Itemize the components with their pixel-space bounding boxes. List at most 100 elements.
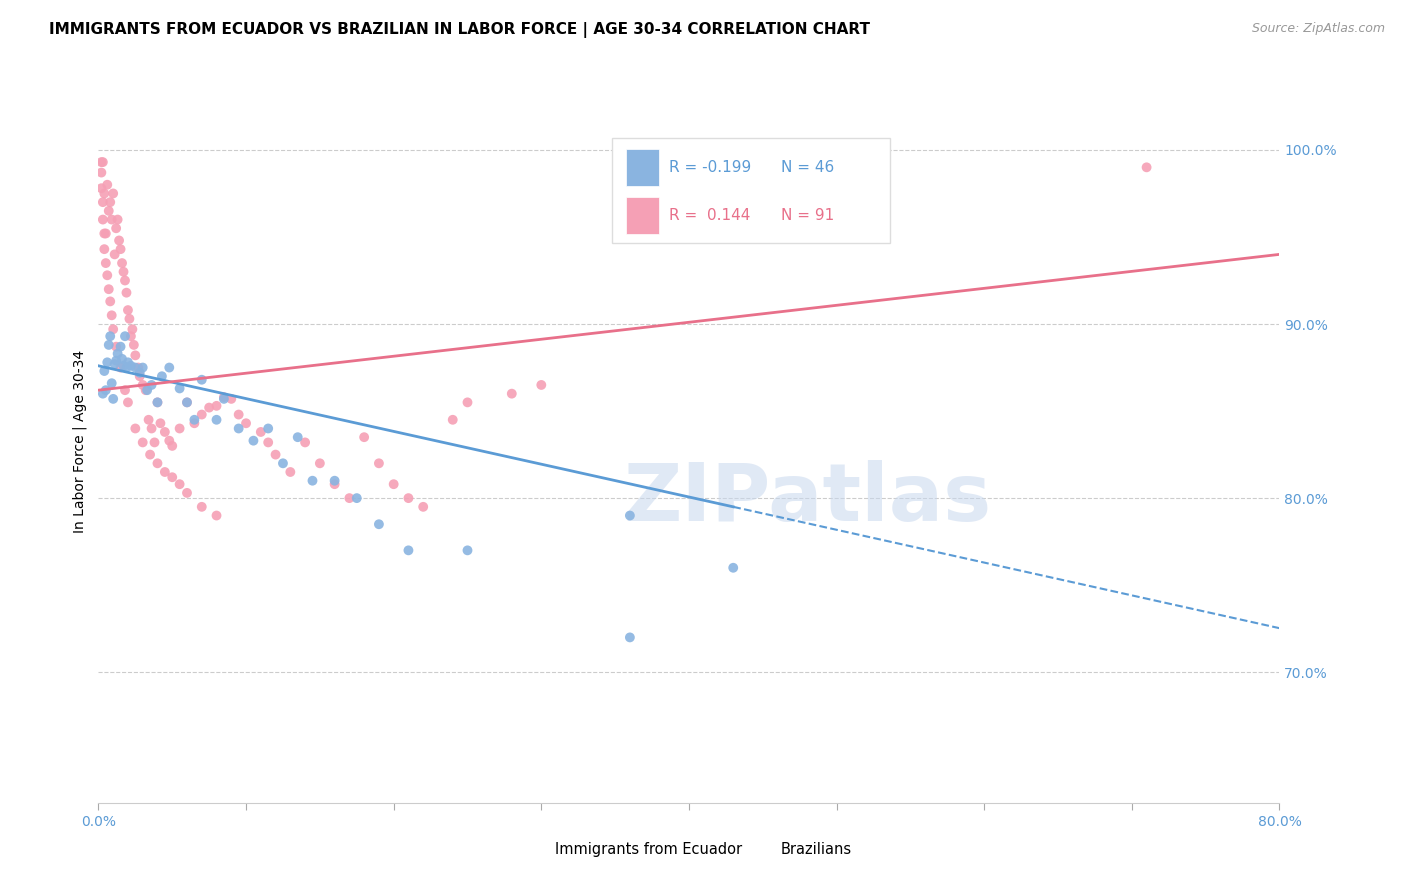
Text: R = -0.199: R = -0.199	[669, 160, 751, 175]
Point	[723, 561, 745, 575]
Point	[228, 408, 250, 422]
Point	[287, 430, 309, 444]
Text: Source: ZipAtlas.com: Source: ZipAtlas.com	[1251, 22, 1385, 36]
Point	[294, 435, 316, 450]
Point	[146, 395, 169, 409]
Text: R =  0.144: R = 0.144	[669, 208, 751, 223]
Point	[162, 439, 183, 453]
Point	[110, 340, 132, 354]
Point	[280, 465, 302, 479]
Point	[124, 360, 146, 375]
Point	[117, 303, 139, 318]
Point	[191, 500, 214, 514]
Point	[139, 448, 162, 462]
Point	[141, 378, 163, 392]
Point	[157, 434, 180, 448]
Text: N = 46: N = 46	[782, 160, 834, 175]
Text: Immigrants from Ecuador: Immigrants from Ecuador	[555, 842, 742, 857]
Point	[242, 434, 264, 448]
Point	[105, 353, 128, 368]
Point	[128, 366, 150, 380]
Point	[93, 186, 115, 201]
Point	[100, 308, 122, 322]
FancyBboxPatch shape	[517, 836, 548, 868]
Point	[205, 399, 228, 413]
Point	[368, 517, 391, 532]
Point	[157, 360, 180, 375]
Point	[132, 435, 155, 450]
Point	[212, 390, 235, 404]
Point	[153, 465, 176, 479]
Point	[149, 417, 172, 431]
Point	[141, 421, 163, 435]
Point	[619, 508, 641, 523]
Point	[398, 491, 420, 505]
Point	[96, 178, 118, 192]
Point	[1136, 161, 1159, 175]
Y-axis label: In Labor Force | Age 30-34: In Labor Force | Age 30-34	[73, 350, 87, 533]
Point	[120, 359, 142, 373]
Text: N = 91: N = 91	[782, 208, 834, 223]
Point	[122, 338, 145, 352]
Text: Brazilians: Brazilians	[782, 842, 852, 857]
Point	[114, 273, 136, 287]
Point	[169, 381, 191, 395]
Point	[136, 383, 159, 397]
Point	[127, 360, 149, 375]
Point	[128, 369, 150, 384]
Point	[191, 373, 214, 387]
Point	[96, 355, 118, 369]
Point	[212, 392, 235, 406]
Point	[228, 421, 250, 435]
FancyBboxPatch shape	[626, 197, 659, 235]
Point	[323, 474, 346, 488]
Point	[105, 340, 128, 354]
Point	[132, 378, 155, 392]
Point	[117, 395, 139, 409]
Point	[104, 247, 127, 261]
Point	[176, 395, 198, 409]
FancyBboxPatch shape	[742, 836, 773, 868]
Point	[235, 417, 257, 431]
Point	[90, 155, 112, 169]
Point	[93, 227, 115, 241]
Point	[121, 322, 143, 336]
Point	[114, 329, 136, 343]
Point	[112, 265, 135, 279]
Point	[132, 360, 155, 375]
Point	[103, 392, 125, 406]
Point	[441, 413, 464, 427]
Point	[117, 355, 139, 369]
Point	[162, 470, 183, 484]
Point	[94, 383, 117, 397]
Point	[97, 203, 120, 218]
Point	[94, 256, 117, 270]
Point	[143, 435, 166, 450]
Point	[100, 212, 122, 227]
Point	[100, 376, 122, 391]
FancyBboxPatch shape	[626, 149, 659, 186]
Point	[264, 448, 287, 462]
Point	[97, 282, 120, 296]
Point	[457, 395, 479, 409]
Point	[90, 181, 112, 195]
Point	[107, 346, 129, 360]
Point	[98, 195, 121, 210]
Point	[105, 221, 128, 235]
Point	[111, 351, 134, 366]
Point	[619, 631, 641, 645]
Point	[98, 329, 121, 343]
Point	[150, 369, 173, 384]
Point	[257, 421, 280, 435]
Point	[501, 386, 523, 401]
Point	[169, 477, 191, 491]
Point	[146, 456, 169, 470]
Point	[530, 378, 553, 392]
Point	[93, 242, 115, 256]
Point	[301, 474, 323, 488]
Point	[115, 360, 138, 375]
Text: ZIPatlas: ZIPatlas	[623, 460, 991, 539]
Point	[107, 212, 129, 227]
Text: IMMIGRANTS FROM ECUADOR VS BRAZILIAN IN LABOR FORCE | AGE 30-34 CORRELATION CHAR: IMMIGRANTS FROM ECUADOR VS BRAZILIAN IN …	[49, 22, 870, 38]
Point	[96, 268, 118, 283]
